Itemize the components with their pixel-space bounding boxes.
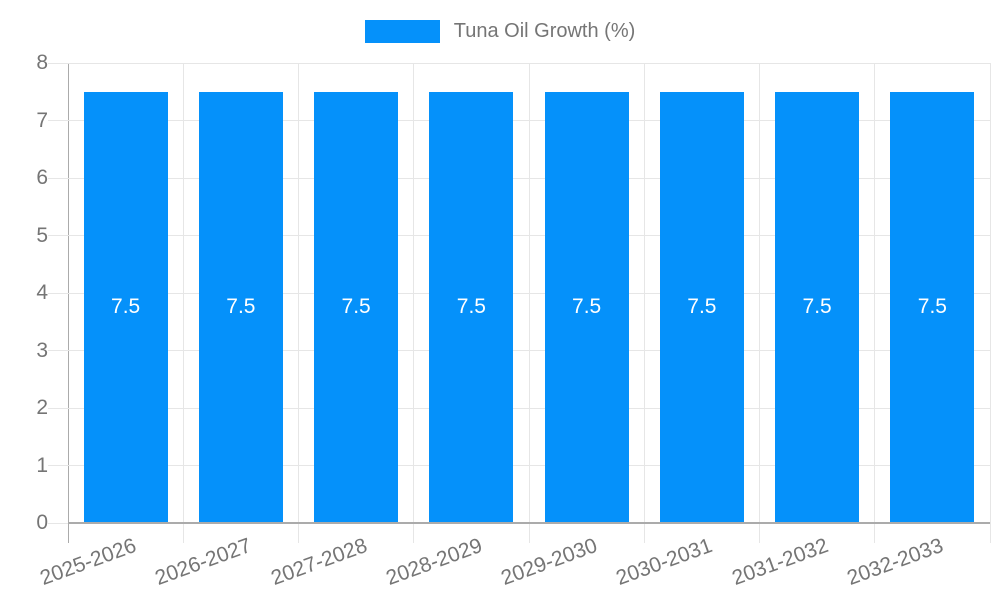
horizontal-gridline <box>68 350 990 351</box>
x-axis-tick-label: 2025-2026 <box>37 534 140 590</box>
vertical-gridline <box>528 63 530 543</box>
vertical-gridline <box>989 63 991 543</box>
vertical-gridline <box>643 63 645 543</box>
legend-label: Tuna Oil Growth (%) <box>453 20 636 42</box>
y-tick-mark <box>48 292 68 294</box>
x-axis-tick-label: 2032-2033 <box>843 534 947 590</box>
bar[interactable]: 7.5 <box>659 91 744 523</box>
bar[interactable]: 7.5 <box>890 91 975 523</box>
x-axis-tick-label: 2029-2030 <box>498 534 601 590</box>
bar-value-label: 7.5 <box>226 295 256 319</box>
y-tick-mark <box>48 120 68 121</box>
y-axis-tick-label: 3 <box>36 338 48 362</box>
y-tick-mark <box>48 407 68 409</box>
y-axis-tick-label: 5 <box>36 223 48 247</box>
x-axis-tick-label: 2031-2032 <box>728 534 831 590</box>
bar-value-label: 7.5 <box>687 295 717 319</box>
y-tick-mark <box>48 350 68 351</box>
bar[interactable]: 7.5 <box>83 91 168 523</box>
legend-swatch <box>364 20 440 43</box>
y-axis-tick-label: 4 <box>36 281 48 304</box>
horizontal-gridline <box>68 235 990 236</box>
vertical-gridline <box>413 63 415 543</box>
vertical-gridline <box>759 63 760 543</box>
y-tick-mark <box>48 177 68 179</box>
y-axis-tick-label: 8 <box>36 51 48 74</box>
bar-value-label: 7.5 <box>572 295 602 319</box>
y-tick-mark <box>48 465 68 466</box>
vertical-gridline <box>874 63 876 543</box>
x-axis-tick-label: 2026-2027 <box>152 534 255 590</box>
bar-value-label: 7.5 <box>802 295 832 319</box>
horizontal-gridline <box>68 465 990 466</box>
bar-value-label: 7.5 <box>111 295 141 319</box>
horizontal-gridline <box>68 120 990 121</box>
vertical-gridline <box>298 63 299 543</box>
bar[interactable]: 7.5 <box>198 91 283 523</box>
bar[interactable]: 7.5 <box>314 91 399 523</box>
x-axis-line <box>68 522 990 524</box>
y-axis-tick-label: 7 <box>36 108 48 132</box>
y-axis-line <box>67 63 69 543</box>
chart-legend: Tuna Oil Growth (%) <box>0 20 1000 43</box>
y-axis-tick-label: 1 <box>36 453 48 477</box>
y-axis-tick-label: 0 <box>36 511 48 534</box>
horizontal-gridline <box>68 407 990 409</box>
vertical-gridline <box>182 63 184 543</box>
y-tick-mark <box>48 62 68 64</box>
y-axis-tick-label: 2 <box>36 396 48 419</box>
bar[interactable]: 7.5 <box>775 91 860 523</box>
y-tick-mark <box>48 522 68 524</box>
y-axis-tick-label: 6 <box>36 166 48 189</box>
x-axis-tick-label: 2028-2029 <box>382 534 486 590</box>
horizontal-gridline <box>68 177 990 179</box>
bar-value-label: 7.5 <box>456 295 486 319</box>
bar[interactable]: 7.5 <box>429 91 514 523</box>
bar-value-label: 7.5 <box>341 295 371 319</box>
bar-value-label: 7.5 <box>917 295 947 319</box>
bar[interactable]: 7.5 <box>544 91 629 523</box>
x-axis-tick-label: 2030-2031 <box>613 534 716 590</box>
y-tick-mark <box>48 235 68 236</box>
horizontal-gridline <box>68 292 990 294</box>
x-axis-tick-label: 2027-2028 <box>267 534 370 590</box>
horizontal-gridline <box>68 62 990 64</box>
